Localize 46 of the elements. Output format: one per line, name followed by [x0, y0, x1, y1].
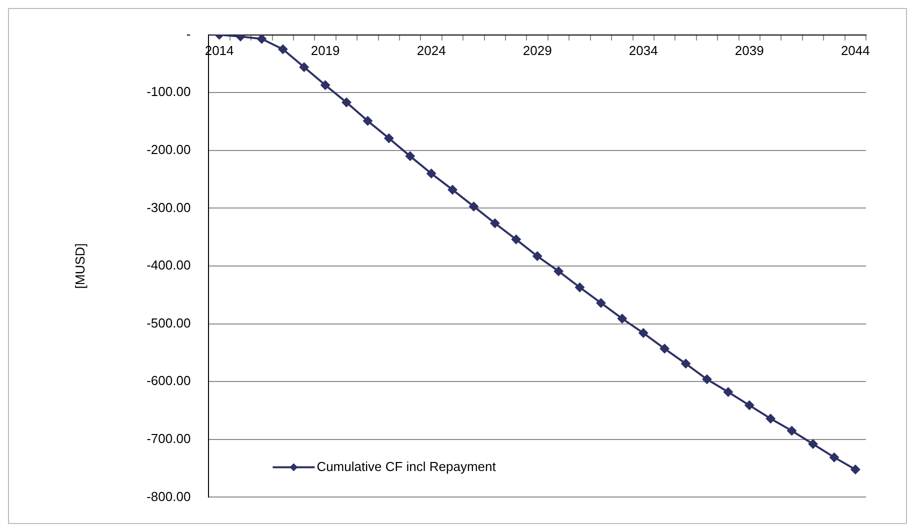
point [342, 97, 352, 108]
point [744, 400, 754, 410]
y-tick-label: -400.00 [146, 258, 191, 273]
point [511, 234, 522, 244]
y-tick-label: -100.00 [146, 84, 191, 100]
point [723, 387, 734, 398]
y-tick-label: -500.00 [146, 315, 191, 330]
x-tick-label: 2044 [840, 43, 870, 58]
point [786, 426, 797, 436]
y-tick-label: - [186, 26, 191, 42]
point [405, 151, 416, 162]
point [596, 298, 606, 308]
point [660, 344, 670, 354]
point [468, 201, 479, 212]
point [278, 44, 288, 54]
point [680, 358, 691, 369]
x-tick-label: 2024 [416, 43, 446, 58]
point [829, 452, 840, 462]
x-tick-label: 2039 [734, 43, 764, 58]
point [532, 251, 542, 262]
point [638, 328, 648, 338]
point [574, 282, 585, 292]
point [384, 133, 394, 144]
y-axis-title: [MUSD] [72, 243, 88, 289]
point [554, 266, 564, 276]
point [766, 414, 776, 424]
point [850, 464, 860, 474]
y-tick-label: -300.00 [146, 200, 191, 215]
point [320, 80, 330, 90]
y-tick-label: -600.00 [146, 373, 191, 388]
point [362, 116, 373, 126]
point [617, 314, 628, 324]
point [490, 218, 500, 228]
point [426, 168, 436, 179]
point [808, 439, 818, 450]
y-tick-label: -800.00 [146, 488, 191, 504]
x-tick-label: 2029 [522, 43, 552, 58]
point [702, 374, 712, 384]
x-tick-label: 2019 [310, 43, 340, 58]
x-tick-label: 2034 [628, 43, 658, 58]
point [256, 34, 267, 44]
point [448, 184, 458, 195]
legend-label: Cumulative CF incl Repayment [316, 458, 496, 474]
point [299, 62, 310, 72]
y-tick-label: -200.00 [146, 142, 191, 157]
y-tick-label: -700.00 [146, 430, 191, 446]
